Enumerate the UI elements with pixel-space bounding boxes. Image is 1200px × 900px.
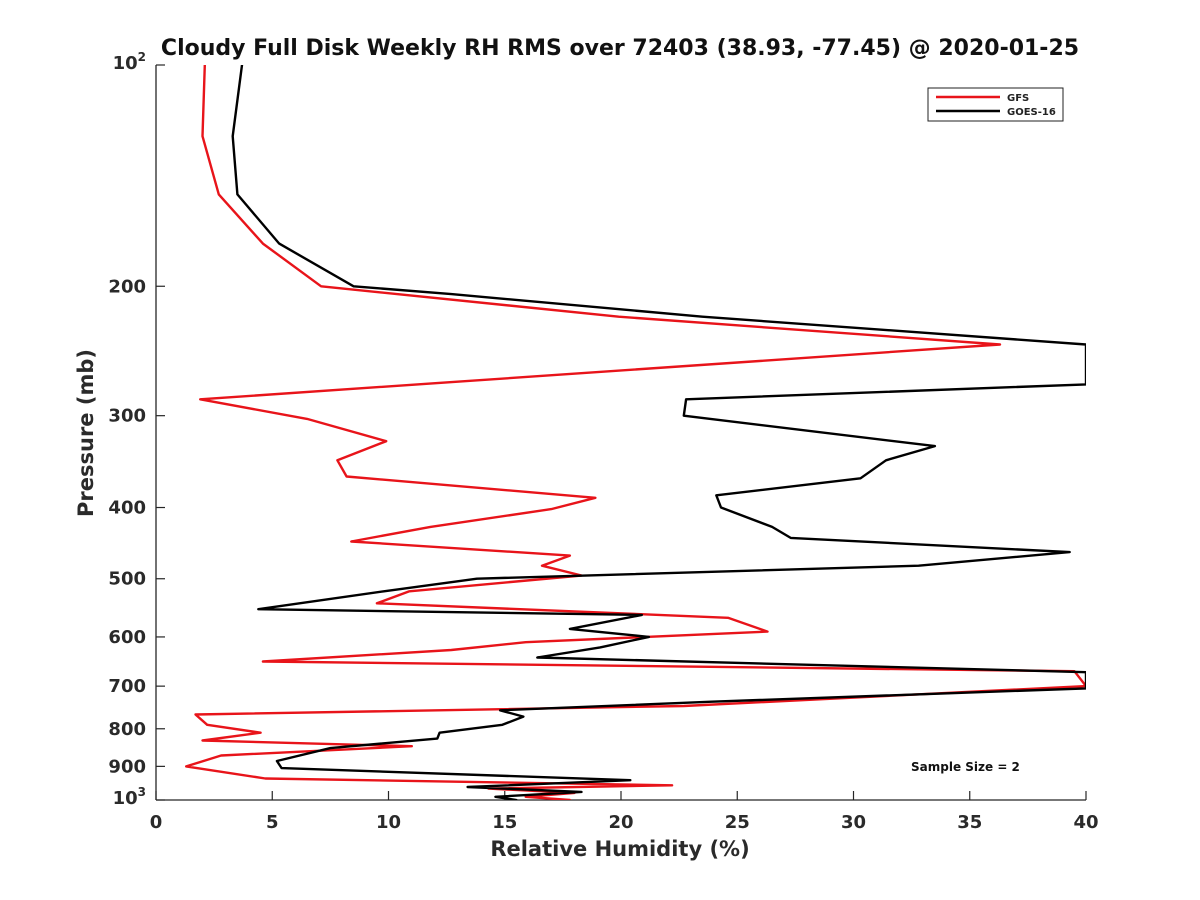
x-tick-label: 15 — [492, 812, 517, 833]
y-tick-label: 400 — [108, 498, 146, 519]
x-tick-label: 10 — [376, 812, 401, 833]
x-tick-label: 30 — [841, 812, 866, 833]
x-tick-label: 0 — [150, 812, 163, 833]
x-axis-label: Relative Humidity (%) — [490, 837, 749, 861]
y-tick-label: 800 — [108, 719, 146, 740]
legend: GFS GOES-16 — [927, 87, 1064, 122]
series-line-goes16 — [231, 65, 1086, 800]
x-axis-ticks: 0 5 10 15 20 25 30 35 40 — [150, 791, 1099, 833]
x-tick-label: 35 — [957, 812, 982, 833]
y-tick-label: 700 — [108, 676, 146, 697]
legend-label-gfs: GFS — [1007, 93, 1029, 104]
y-tick-label: 103 — [113, 785, 146, 809]
sample-size-annotation: Sample Size = 2 — [911, 760, 1020, 774]
y-tick-label: 300 — [108, 406, 146, 427]
x-tick-label: 25 — [725, 812, 750, 833]
legend-box — [927, 87, 1064, 122]
x-tick-label: 20 — [608, 812, 633, 833]
y-tick-label: 102 — [113, 50, 146, 74]
legend-label-goes16: GOES-16 — [1007, 107, 1056, 118]
y-tick-label: 200 — [108, 276, 146, 297]
y-tick-label: 600 — [108, 627, 146, 648]
series-line-gfs — [184, 65, 1086, 800]
y-tick-label: 900 — [108, 756, 146, 777]
x-tick-label: 40 — [1073, 812, 1098, 833]
y-axis-label: Pressure (mb) — [74, 349, 98, 517]
y-tick-label: 500 — [108, 569, 146, 590]
x-tick-label: 5 — [266, 812, 279, 833]
series-layer — [184, 65, 1086, 800]
chart-title: Cloudy Full Disk Weekly RH RMS over 7240… — [161, 36, 1079, 61]
y-axis-ticks: 102 200 300 400 500 600 700 800 900 103 — [108, 50, 165, 809]
